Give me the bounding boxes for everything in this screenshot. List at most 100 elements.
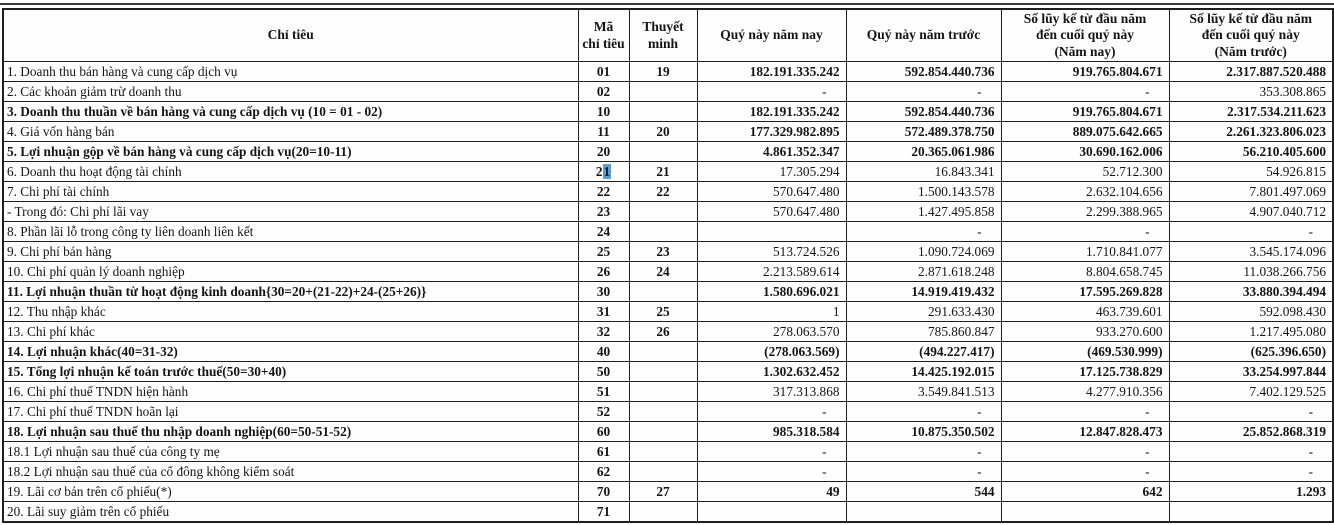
value-current-quarter-cell: 570.647.480: [696, 181, 847, 203]
value-current-quarter-cell: -: [696, 441, 847, 463]
value-prior-quarter-cell: -: [845, 81, 1002, 103]
row-code-cell: 02: [577, 81, 630, 103]
value-ytd-prior-cell: 7.402.129.525: [1168, 381, 1334, 403]
value-ytd-current-cell: (469.530.999): [1000, 341, 1170, 363]
row-code-cell: 21: [577, 161, 630, 183]
row-label-cell: 18.1 Lợi nhuận sau thuế của công ty mẹ: [2, 441, 579, 463]
value-ytd-prior-cell: 25.852.868.319: [1168, 421, 1334, 443]
table-row: 16. Chi phí thuế TNDN hiện hành 51 317.313…: [2, 381, 1334, 403]
table-row: - Trong đó: Chi phí lãi vay 23 570.647.480…: [2, 201, 1334, 223]
value-current-quarter-cell: 278.063.570: [696, 321, 847, 343]
table-row: 10. Chi phí quản lý doanh nghiệp 26 24 2.21…: [2, 261, 1334, 283]
row-label-cell: 5. Lợi nhuận gộp về bán hàng và cung cấp…: [2, 141, 579, 163]
row-label-cell: 8. Phần lãi lỗ trong công ty liên doanh …: [2, 221, 579, 243]
row-note-cell: [628, 341, 698, 363]
table-row: 12. Thu nhập khác 31 25 1 291.633.430 463.739…: [2, 301, 1334, 323]
table-row: 18.2 Lợi nhuận sau thuế của cổ đông khôn…: [2, 461, 1334, 483]
row-note-cell: 21: [628, 161, 698, 183]
value-prior-quarter-cell: -: [845, 221, 1002, 243]
row-label-cell: 18.2 Lợi nhuận sau thuế của cổ đông khôn…: [2, 461, 579, 483]
row-code-cell: 32: [577, 321, 630, 343]
value-prior-quarter-cell: 10.875.350.502: [845, 421, 1002, 443]
row-note-cell: [628, 441, 698, 463]
value-current-quarter-cell: 985.318.584: [696, 421, 847, 443]
value-ytd-prior-cell: -: [1168, 401, 1334, 423]
value-ytd-prior-cell: 2.317.887.520.488: [1168, 61, 1334, 83]
value-ytd-current-cell: 2.632.104.656: [1000, 181, 1170, 203]
table-row: 19. Lãi cơ bản trên cổ phiếu(*) 70 27 49 544…: [2, 481, 1334, 503]
table-row: 2. Các khoản giảm trừ doanh thu 02- - -353.…: [2, 81, 1334, 103]
value-current-quarter-cell: 49: [696, 481, 847, 503]
value-current-quarter-cell: 182.191.335.242: [696, 61, 847, 83]
row-code-cell: 11: [577, 121, 630, 143]
value-prior-quarter-cell: 20.365.061.986: [845, 141, 1002, 163]
row-note-cell: [628, 401, 698, 423]
row-code-cell: 20: [577, 141, 630, 163]
value-current-quarter-cell: 17.305.294: [696, 161, 847, 183]
row-note-cell: [628, 281, 698, 303]
value-ytd-current-cell: -: [1000, 221, 1170, 243]
row-note-cell: 25: [628, 301, 698, 323]
value-ytd-prior-cell: 33.254.997.844: [1168, 361, 1334, 383]
row-label-cell: 12. Thu nhập khác: [2, 301, 579, 323]
value-ytd-current-cell: -: [1000, 461, 1170, 483]
value-ytd-current-cell: -: [1000, 401, 1170, 423]
row-code-cell: 25: [577, 241, 630, 263]
table-row: 4. Giá vốn hàng bán 11 20 177.329.982.895 57…: [2, 121, 1334, 143]
value-current-quarter-cell: 177.329.982.895: [696, 121, 847, 143]
table-row: 13. Chi phí khác 32 26 278.063.570 785.860.8…: [2, 321, 1334, 343]
row-label-cell: 15. Tổng lợi nhuận kế toán trước thuế(50…: [2, 361, 579, 383]
value-prior-quarter-cell: 544: [845, 481, 1002, 503]
value-ytd-current-cell: 919.765.804.671: [1000, 101, 1170, 123]
value-ytd-current-cell: 12.847.828.473: [1000, 421, 1170, 443]
income-statement-table: Chỉ tiêu Mã chỉ tiêu Thuyết minh Quý này…: [2, 8, 1334, 524]
value-current-quarter-cell: -: [696, 401, 847, 423]
value-prior-quarter-cell: 14.425.192.015: [845, 361, 1002, 383]
col-header-quy-nay-nam-nay: Quý này năm nay: [696, 8, 847, 63]
row-label-cell: - Trong đó: Chi phí lãi vay: [2, 201, 579, 223]
row-label-cell: 19. Lãi cơ bản trên cổ phiếu(*): [2, 481, 579, 503]
row-label-cell: 7. Chi phí tài chính: [2, 181, 579, 203]
col-header-ma-chi-tieu: Mã chỉ tiêu: [577, 8, 630, 63]
row-code-cell: 26: [577, 261, 630, 283]
row-code-cell: 52: [577, 401, 630, 423]
table-row: 8. Phần lãi lỗ trong công ty liên doanh …: [2, 221, 1334, 243]
value-ytd-prior-cell: -: [1168, 461, 1334, 483]
row-label-cell: 16. Chi phí thuế TNDN hiện hành: [2, 381, 579, 403]
value-prior-quarter-cell: 3.549.841.513: [845, 381, 1002, 403]
value-ytd-prior-cell: 3.545.174.096: [1168, 241, 1334, 263]
value-current-quarter-cell: (278.063.569): [696, 341, 847, 363]
col-header-luy-ke-nam-truoc: Số lũy kế từ đầu năm đến cuối quý này (N…: [1168, 8, 1334, 63]
value-current-quarter-cell: 4.861.352.347: [696, 141, 847, 163]
value-ytd-prior-cell: (625.396.650): [1168, 341, 1334, 363]
value-ytd-prior-cell: 11.038.266.756: [1168, 261, 1334, 283]
row-code-cell: 01: [577, 61, 630, 83]
value-ytd-current-cell: -: [1000, 81, 1170, 103]
value-ytd-current-cell: 1.710.841.077: [1000, 241, 1170, 263]
row-code-cell: 51: [577, 381, 630, 403]
value-ytd-current-cell: 52.712.300: [1000, 161, 1170, 183]
row-note-cell: [628, 101, 698, 123]
value-ytd-current-cell: 4.277.910.356: [1000, 381, 1170, 403]
value-prior-quarter-cell: -: [845, 401, 1002, 423]
row-code-cell: 40: [577, 341, 630, 363]
col-header-chi-tieu: Chỉ tiêu: [2, 8, 579, 63]
row-note-cell: [628, 361, 698, 383]
value-prior-quarter-cell: 291.633.430: [845, 301, 1002, 323]
row-code-cell: 50: [577, 361, 630, 383]
value-ytd-prior-cell: 353.308.865: [1168, 81, 1334, 103]
col-header-quy-nay-nam-truoc: Quý này năm trước: [845, 8, 1002, 63]
row-note-cell: 20: [628, 121, 698, 143]
value-ytd-prior-cell: -: [1168, 221, 1334, 243]
top-horizontal-rule: [0, 3, 1334, 5]
value-ytd-prior-cell: 2.261.323.806.023: [1168, 121, 1334, 143]
value-ytd-current-cell: 933.270.600: [1000, 321, 1170, 343]
value-current-quarter-cell: 1.580.696.021: [696, 281, 847, 303]
value-ytd-prior-cell: 1.293: [1168, 481, 1334, 503]
row-label-cell: 2. Các khoản giảm trừ doanh thu: [2, 81, 579, 103]
report-rows: 1. Doanh thu bán hàng và cung cấp dịch v…: [2, 61, 1334, 523]
row-note-cell: [628, 501, 698, 523]
value-ytd-prior-cell: 1.217.495.080: [1168, 321, 1334, 343]
value-prior-quarter-cell: 1.427.495.858: [845, 201, 1002, 223]
value-ytd-current-cell: 919.765.804.671: [1000, 61, 1170, 83]
